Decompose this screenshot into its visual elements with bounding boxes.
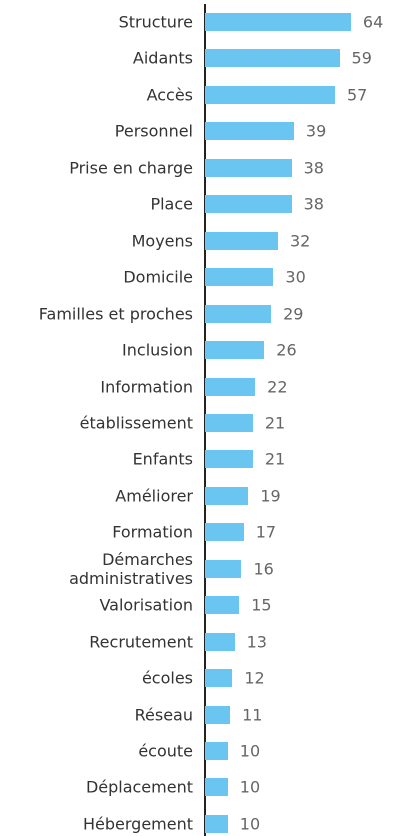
bar	[205, 231, 278, 250]
value-label: 21	[264, 449, 286, 469]
value-label: 11	[242, 705, 263, 725]
category-label: Déplacement	[85, 777, 193, 797]
category-label: Enfants	[132, 449, 193, 469]
value-label: 32	[289, 231, 311, 251]
bar	[205, 523, 244, 542]
bar	[205, 195, 292, 214]
bar	[205, 669, 233, 688]
bar	[205, 596, 240, 615]
value-label: 39	[305, 121, 327, 141]
category-label: Personnel	[114, 121, 193, 141]
value-label: 10	[239, 741, 261, 761]
category-label: Accès	[146, 85, 193, 105]
value-label: 21	[264, 413, 286, 433]
category-label: Améliorer	[115, 486, 193, 506]
value-label: 10	[239, 814, 261, 834]
value-label: 29	[283, 304, 304, 324]
value-label: 22	[267, 377, 288, 396]
bar	[205, 413, 253, 432]
value-label: 17	[255, 522, 277, 542]
bar	[205, 632, 235, 651]
value-label: 13	[246, 632, 267, 652]
bar	[205, 377, 256, 396]
bar	[205, 158, 292, 177]
value-label: 38	[303, 194, 324, 214]
value-label: 15	[251, 595, 272, 615]
category-label: Aidants	[132, 48, 193, 68]
value-label: 59	[351, 48, 372, 68]
category-label: Réseau	[134, 705, 193, 725]
category-label: Démarches administratives	[69, 549, 193, 588]
category-label: Valorisation	[99, 595, 193, 615]
bar	[205, 742, 228, 760]
value-label: 38	[303, 158, 324, 178]
category-label: Domicile	[123, 267, 193, 287]
category-label: Place	[150, 194, 193, 214]
category-label: Hébergement	[82, 814, 193, 834]
bar	[205, 304, 272, 323]
bar	[205, 13, 351, 31]
bar	[205, 814, 228, 833]
category-label: Recrutement	[89, 632, 193, 652]
value-label: 12	[244, 668, 265, 688]
category-label: écoute	[138, 741, 193, 761]
bar	[205, 122, 294, 141]
bar	[205, 341, 265, 360]
bar	[205, 559, 242, 578]
value-label: 10	[239, 777, 261, 797]
value-label: 30	[285, 267, 306, 287]
bar	[205, 778, 228, 797]
bar	[205, 450, 253, 469]
category-label: Prise en charge	[69, 158, 193, 178]
value-label: 19	[260, 486, 281, 506]
bar	[205, 486, 249, 505]
category-label: Moyens	[131, 231, 193, 251]
category-label: Familles et proches	[38, 304, 193, 324]
axis-line	[204, 4, 206, 836]
bar	[205, 705, 231, 724]
category-label: établissement	[79, 413, 193, 433]
bar	[205, 85, 335, 104]
category-label: écoles	[141, 668, 193, 688]
value-label: 64	[362, 12, 384, 32]
value-label: 57	[346, 85, 368, 105]
category-label: Structure	[118, 12, 193, 32]
bar	[205, 49, 340, 68]
bar	[205, 268, 274, 287]
category-label: Formation	[112, 522, 193, 542]
category-label: Inclusion	[122, 340, 193, 360]
value-label: 16	[253, 559, 274, 579]
value-label: 26	[276, 340, 297, 360]
category-label: Information	[100, 377, 193, 396]
